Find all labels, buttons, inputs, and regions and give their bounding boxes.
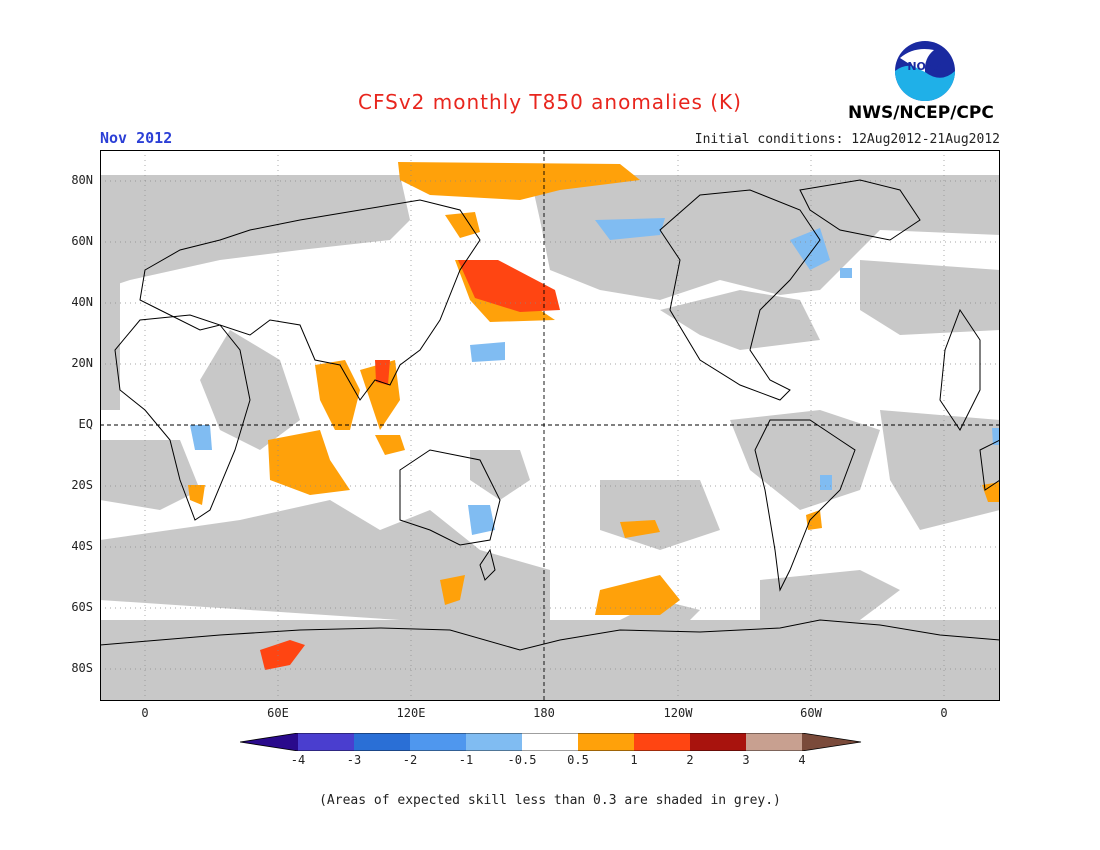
- colorbar-swatch-gt-4: [802, 733, 861, 751]
- graticule: [100, 150, 1000, 701]
- colorbar-swatch-6: [578, 733, 634, 751]
- initial-conditions: Initial conditions: 12Aug2012-21Aug2012: [694, 132, 1000, 147]
- lon-label-60e: 60E: [267, 706, 289, 720]
- colorbar-label-10: 4: [798, 753, 806, 767]
- forecast-month: Nov 2012: [100, 129, 173, 147]
- lat-label-40n: 40N: [71, 295, 93, 309]
- colorbar-swatch-5: [522, 733, 578, 751]
- agency-label: NWS/NCEP/CPC: [848, 103, 994, 123]
- coastlines: [100, 179, 1000, 651]
- skill-note: (Areas of expected skill less than 0.3 a…: [319, 793, 781, 808]
- colorbar-label-2: -3: [346, 753, 362, 767]
- colorbar-label-1: -4: [290, 753, 306, 767]
- lat-label-eq: EQ: [78, 417, 93, 431]
- lat-label-80s: 80S: [71, 661, 93, 675]
- colorbar: [240, 733, 862, 751]
- lat-label-60n: 60N: [71, 234, 93, 248]
- anomaly-map: [100, 150, 1000, 701]
- colorbar-swatch-lt-4: [240, 733, 298, 751]
- colorbar-swatch-7: [634, 733, 690, 751]
- colorbar-label-6: 0.5: [567, 753, 589, 767]
- chart-title: CFSv2 monthly T850 anomalies (K): [358, 90, 742, 114]
- colorbar-label-8: 2: [686, 753, 694, 767]
- low-skill-regions: [100, 175, 1000, 701]
- colorbar-swatch-8: [690, 733, 746, 751]
- reference-lines: [100, 150, 1000, 701]
- lat-label-20n: 20N: [71, 356, 93, 370]
- lon-label-60w: 60W: [800, 706, 822, 720]
- lon-label-120w: 120W: [663, 706, 693, 720]
- colorbar-swatch-9: [746, 733, 802, 751]
- colorbar-swatch-3: [410, 733, 466, 751]
- logo-text: NOAA: [907, 60, 943, 73]
- colorbar-label-9: 3: [742, 753, 750, 767]
- lat-label-40s: 40S: [71, 539, 93, 553]
- colorbar-swatch-1: [298, 733, 354, 751]
- colorbar-swatch-2: [354, 733, 410, 751]
- lon-label-120e: 120E: [396, 706, 426, 720]
- lat-label-80n: 80N: [71, 173, 93, 187]
- lon-label-0-east: 0: [940, 706, 948, 720]
- colorbar-label-3: -2: [402, 753, 418, 767]
- colorbar-swatch-4: [466, 733, 522, 751]
- lon-label-0: 0: [141, 706, 149, 720]
- noaa-logo: NOAA: [894, 40, 956, 102]
- colorbar-label-5: -0.5: [507, 753, 537, 767]
- strong-warm-anomalies: [260, 260, 560, 670]
- colorbar-label-4: -1: [458, 753, 474, 767]
- colorbar-label-7: 1: [630, 753, 638, 767]
- cool-anomalies: [190, 218, 1000, 535]
- lat-label-20s: 20S: [71, 478, 93, 492]
- lon-label-180: 180: [533, 706, 555, 720]
- lat-label-60s: 60S: [71, 600, 93, 614]
